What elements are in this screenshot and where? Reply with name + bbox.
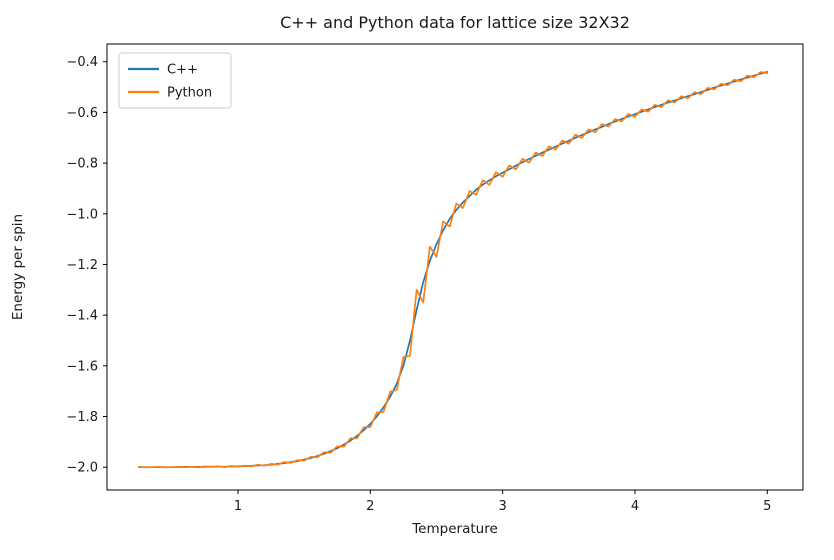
legend: C++ Python [118,52,232,109]
y-tick-label: −0.6 [66,106,98,121]
y-tick-label: −1.4 [66,309,98,324]
series-line-python [137,71,769,469]
y-tick-label: −0.8 [66,157,98,172]
legend-label-python: Python [167,86,212,101]
plot-layer: 1 2 3 4 5 −2.0 −1.8 −1.6 −1.4 −1.2 −1.0 −0.8 −0.6 −0.… [66,43,804,514]
y-tick-label: −2.0 [66,461,98,476]
y-axis-label: Energy per spin [10,214,26,320]
x-tick-label: 1 [234,499,242,514]
y-tick-label: −0.4 [66,55,98,70]
axes-frame [106,43,804,491]
legend-label-cpp: C++ [167,63,198,78]
x-tick-label: 5 [763,499,771,514]
x-tick-label: 2 [366,499,374,514]
x-axis-label: Temperature [411,521,498,537]
y-tick-label: −1.0 [66,207,98,222]
plot-background [107,44,803,490]
y-tick-label: −1.6 [66,359,98,374]
y-tick-label: −1.8 [66,410,98,425]
x-tick-label: 4 [631,499,639,514]
y-tick-label: −1.2 [66,258,98,273]
legend-frame [118,52,232,109]
x-tick-label: 3 [498,499,506,514]
chart-title: C++ and Python data for lattice size 32X… [280,13,630,32]
